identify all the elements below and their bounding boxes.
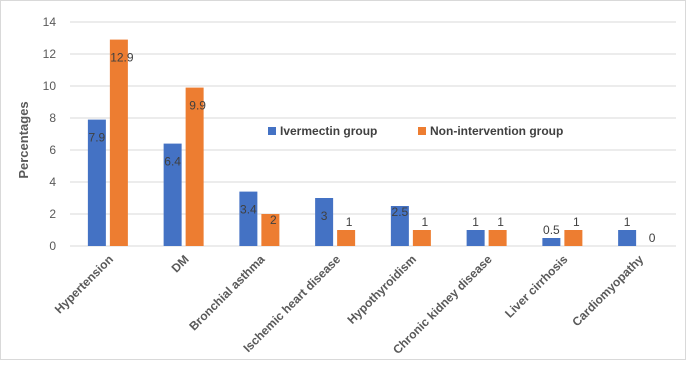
data-label: 3.4 — [240, 203, 257, 217]
legend: Ivermectin group Non-intervention group — [268, 124, 563, 138]
y-tick-label: 12 — [43, 47, 57, 61]
data-label: 2.5 — [392, 205, 409, 219]
bar — [466, 230, 485, 246]
legend-swatch — [268, 127, 276, 135]
bar — [390, 206, 409, 246]
bar — [163, 143, 182, 246]
bar — [618, 230, 637, 246]
bar — [542, 238, 561, 246]
data-label: 1 — [346, 215, 353, 229]
data-labels: 7.9 12.9 6.4 9.9 3.4 2 3 1 2.5 1 1 1 0.5 1 1 0 — [89, 51, 656, 245]
data-label: 3 — [321, 209, 328, 223]
data-label: 2 — [270, 213, 277, 227]
data-label: 7.9 — [89, 131, 106, 145]
bar — [315, 198, 334, 246]
y-axis-ticks: 0 2 4 6 8 10 12 14 — [43, 15, 57, 253]
y-tick-label: 14 — [43, 15, 57, 29]
y-tick-label: 2 — [49, 207, 56, 221]
y-tick-label: 10 — [43, 79, 57, 93]
data-label: 1 — [422, 215, 429, 229]
data-label: 1 — [497, 215, 504, 229]
data-label: 0.5 — [543, 223, 560, 237]
data-label: 12.9 — [110, 51, 134, 65]
bar — [261, 214, 280, 246]
bar — [239, 191, 258, 246]
legend-swatch — [418, 127, 426, 135]
bars — [87, 39, 637, 246]
y-tick-label: 0 — [49, 239, 56, 253]
data-label: 0 — [649, 231, 656, 245]
data-label: 1 — [573, 215, 580, 229]
data-label: 1 — [624, 215, 631, 229]
bar — [564, 230, 583, 246]
y-axis-title: Percentages — [16, 101, 31, 178]
bar — [109, 39, 128, 246]
bar — [337, 230, 356, 246]
y-tick-label: 4 — [49, 175, 56, 189]
y-tick-label: 8 — [49, 111, 56, 125]
bar — [412, 230, 431, 246]
data-label: 9.9 — [189, 99, 206, 113]
bar — [488, 230, 507, 246]
legend-label: Non-intervention group — [430, 124, 563, 138]
y-tick-label: 6 — [49, 143, 56, 157]
bar — [87, 119, 106, 246]
data-label: 1 — [472, 215, 479, 229]
legend-label: Ivermectin group — [280, 124, 377, 138]
data-label: 6.4 — [164, 155, 181, 169]
bar — [185, 87, 204, 246]
